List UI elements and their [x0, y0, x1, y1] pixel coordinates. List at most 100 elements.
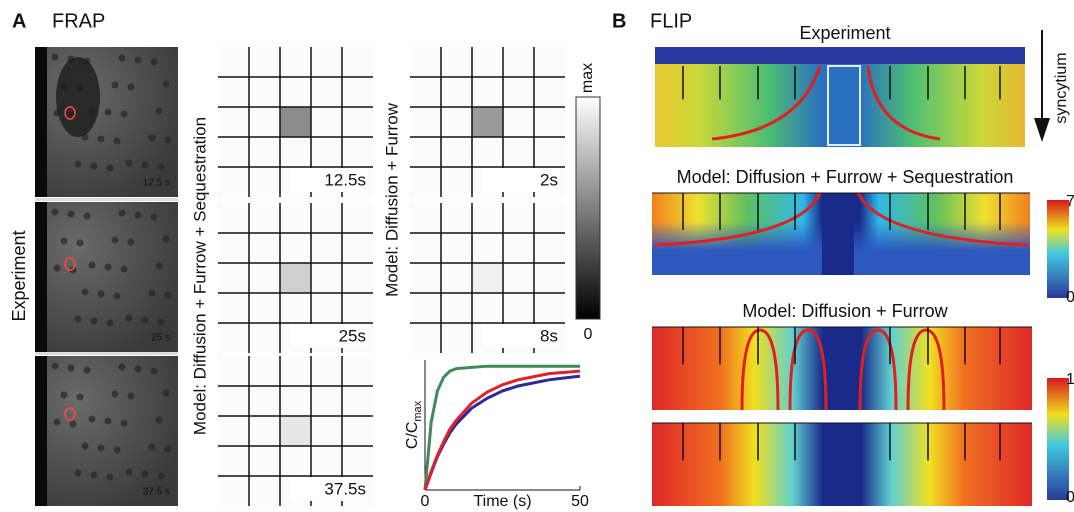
- arrow-head: [1034, 118, 1050, 142]
- shape: [711, 65, 941, 141]
- y-label-sub: max: [412, 400, 424, 421]
- y-label-main: C/C: [404, 422, 421, 450]
- center-cell: [280, 107, 311, 137]
- x-axis-label: Time (s): [473, 493, 531, 510]
- panel-letter: B: [612, 10, 626, 32]
- nucleus: [134, 211, 142, 219]
- sim-grid: 2s: [410, 47, 565, 197]
- sim-grid: 8s: [410, 203, 565, 353]
- nucleus: [118, 209, 126, 217]
- sim-grid: 37.5s: [218, 356, 373, 506]
- image-title: Model: Diffusion + Furrow + Sequestratio…: [677, 167, 1014, 187]
- nucleus: [51, 362, 59, 370]
- image-bg: [35, 47, 178, 197]
- panel-title: FLIP: [650, 10, 692, 32]
- nucleus: [118, 363, 126, 371]
- nucleus: [111, 390, 119, 398]
- nucleus: [148, 134, 156, 142]
- nucleus: [90, 317, 98, 325]
- nucleus: [104, 263, 112, 271]
- nucleus: [162, 80, 170, 88]
- nucleus: [148, 289, 156, 297]
- image-title: Model: Diffusion + Furrow: [742, 301, 948, 321]
- panel-letter: A: [12, 10, 26, 32]
- nucleus: [155, 262, 163, 270]
- nucleus: [150, 213, 158, 221]
- y-axis-label: C/Cmax: [404, 400, 424, 449]
- nucleus: [134, 365, 142, 373]
- nucleus: [60, 391, 68, 399]
- time-label: 25 s: [151, 333, 170, 344]
- nucleus: [88, 415, 96, 423]
- image-edge: [35, 47, 47, 197]
- nucleus: [97, 444, 105, 452]
- nucleus: [127, 238, 135, 246]
- microscopy-image: 25 s: [35, 198, 178, 352]
- nucleus: [81, 288, 89, 296]
- colorbar-label: 0: [1066, 289, 1074, 306]
- nucleus: [53, 418, 61, 426]
- nucleus: [106, 164, 114, 172]
- nucleus: [69, 266, 77, 274]
- center-cell: [472, 107, 503, 137]
- colorbar: [575, 96, 601, 320]
- roi-circle: [64, 257, 76, 271]
- label-bg: [290, 324, 368, 348]
- nucleus: [120, 110, 128, 118]
- nucleus: [90, 471, 98, 479]
- x-tick-label: 0: [421, 493, 430, 510]
- nucleus: [162, 235, 170, 243]
- time-label: 12.5s: [324, 170, 366, 189]
- curve: [423, 369, 581, 491]
- microscopy-image: 12.5 s: [35, 47, 178, 197]
- nucleus: [60, 237, 68, 245]
- nucleus: [51, 53, 59, 61]
- nucleus: [113, 137, 121, 145]
- time-label: 2s: [540, 170, 558, 189]
- nucleus: [164, 445, 172, 453]
- nucleus: [148, 443, 156, 451]
- label-bg: [290, 477, 368, 501]
- nucleus: [104, 108, 112, 116]
- time-label: 8s: [540, 326, 558, 345]
- nucleus: [157, 472, 165, 480]
- nucleus: [67, 210, 75, 218]
- nucleus: [164, 136, 172, 144]
- nucleus: [111, 81, 119, 89]
- nucleus: [74, 315, 82, 323]
- time-label: 37.5 s: [143, 487, 170, 498]
- x-tick-label: 50: [571, 493, 589, 510]
- nucleus: [97, 290, 105, 298]
- colorbar-label: max: [579, 63, 596, 93]
- colorbar: [1047, 200, 1069, 298]
- nucleus: [118, 54, 126, 62]
- nucleus: [134, 56, 142, 64]
- nucleus: [106, 319, 114, 327]
- image-title: Experiment: [799, 23, 890, 43]
- colorbar-label: 0: [584, 326, 593, 343]
- shape: [655, 47, 1025, 64]
- shape: [652, 327, 1032, 410]
- nucleus: [106, 473, 114, 481]
- shape: [740, 328, 946, 411]
- nucleus: [141, 161, 149, 169]
- time-label: 12.5 s: [143, 178, 170, 189]
- panel-title: FRAP: [52, 10, 105, 32]
- nucleus: [162, 389, 170, 397]
- nucleus: [83, 366, 91, 374]
- nucleus: [113, 292, 121, 300]
- nucleus: [104, 417, 112, 425]
- nucleus: [155, 107, 163, 115]
- label-bg: [482, 168, 560, 192]
- nucleus: [164, 291, 172, 299]
- model-label: Model: Diffusion + Furrow + Sequestratio…: [190, 117, 209, 435]
- nucleus: [76, 239, 84, 247]
- nucleus: [127, 392, 135, 400]
- colorbar-label: 1: [1066, 371, 1074, 388]
- model-image: [652, 326, 1032, 506]
- nucleus: [111, 236, 119, 244]
- nucleus: [81, 442, 89, 450]
- model-image: [652, 192, 1030, 275]
- center-cell: [280, 416, 311, 446]
